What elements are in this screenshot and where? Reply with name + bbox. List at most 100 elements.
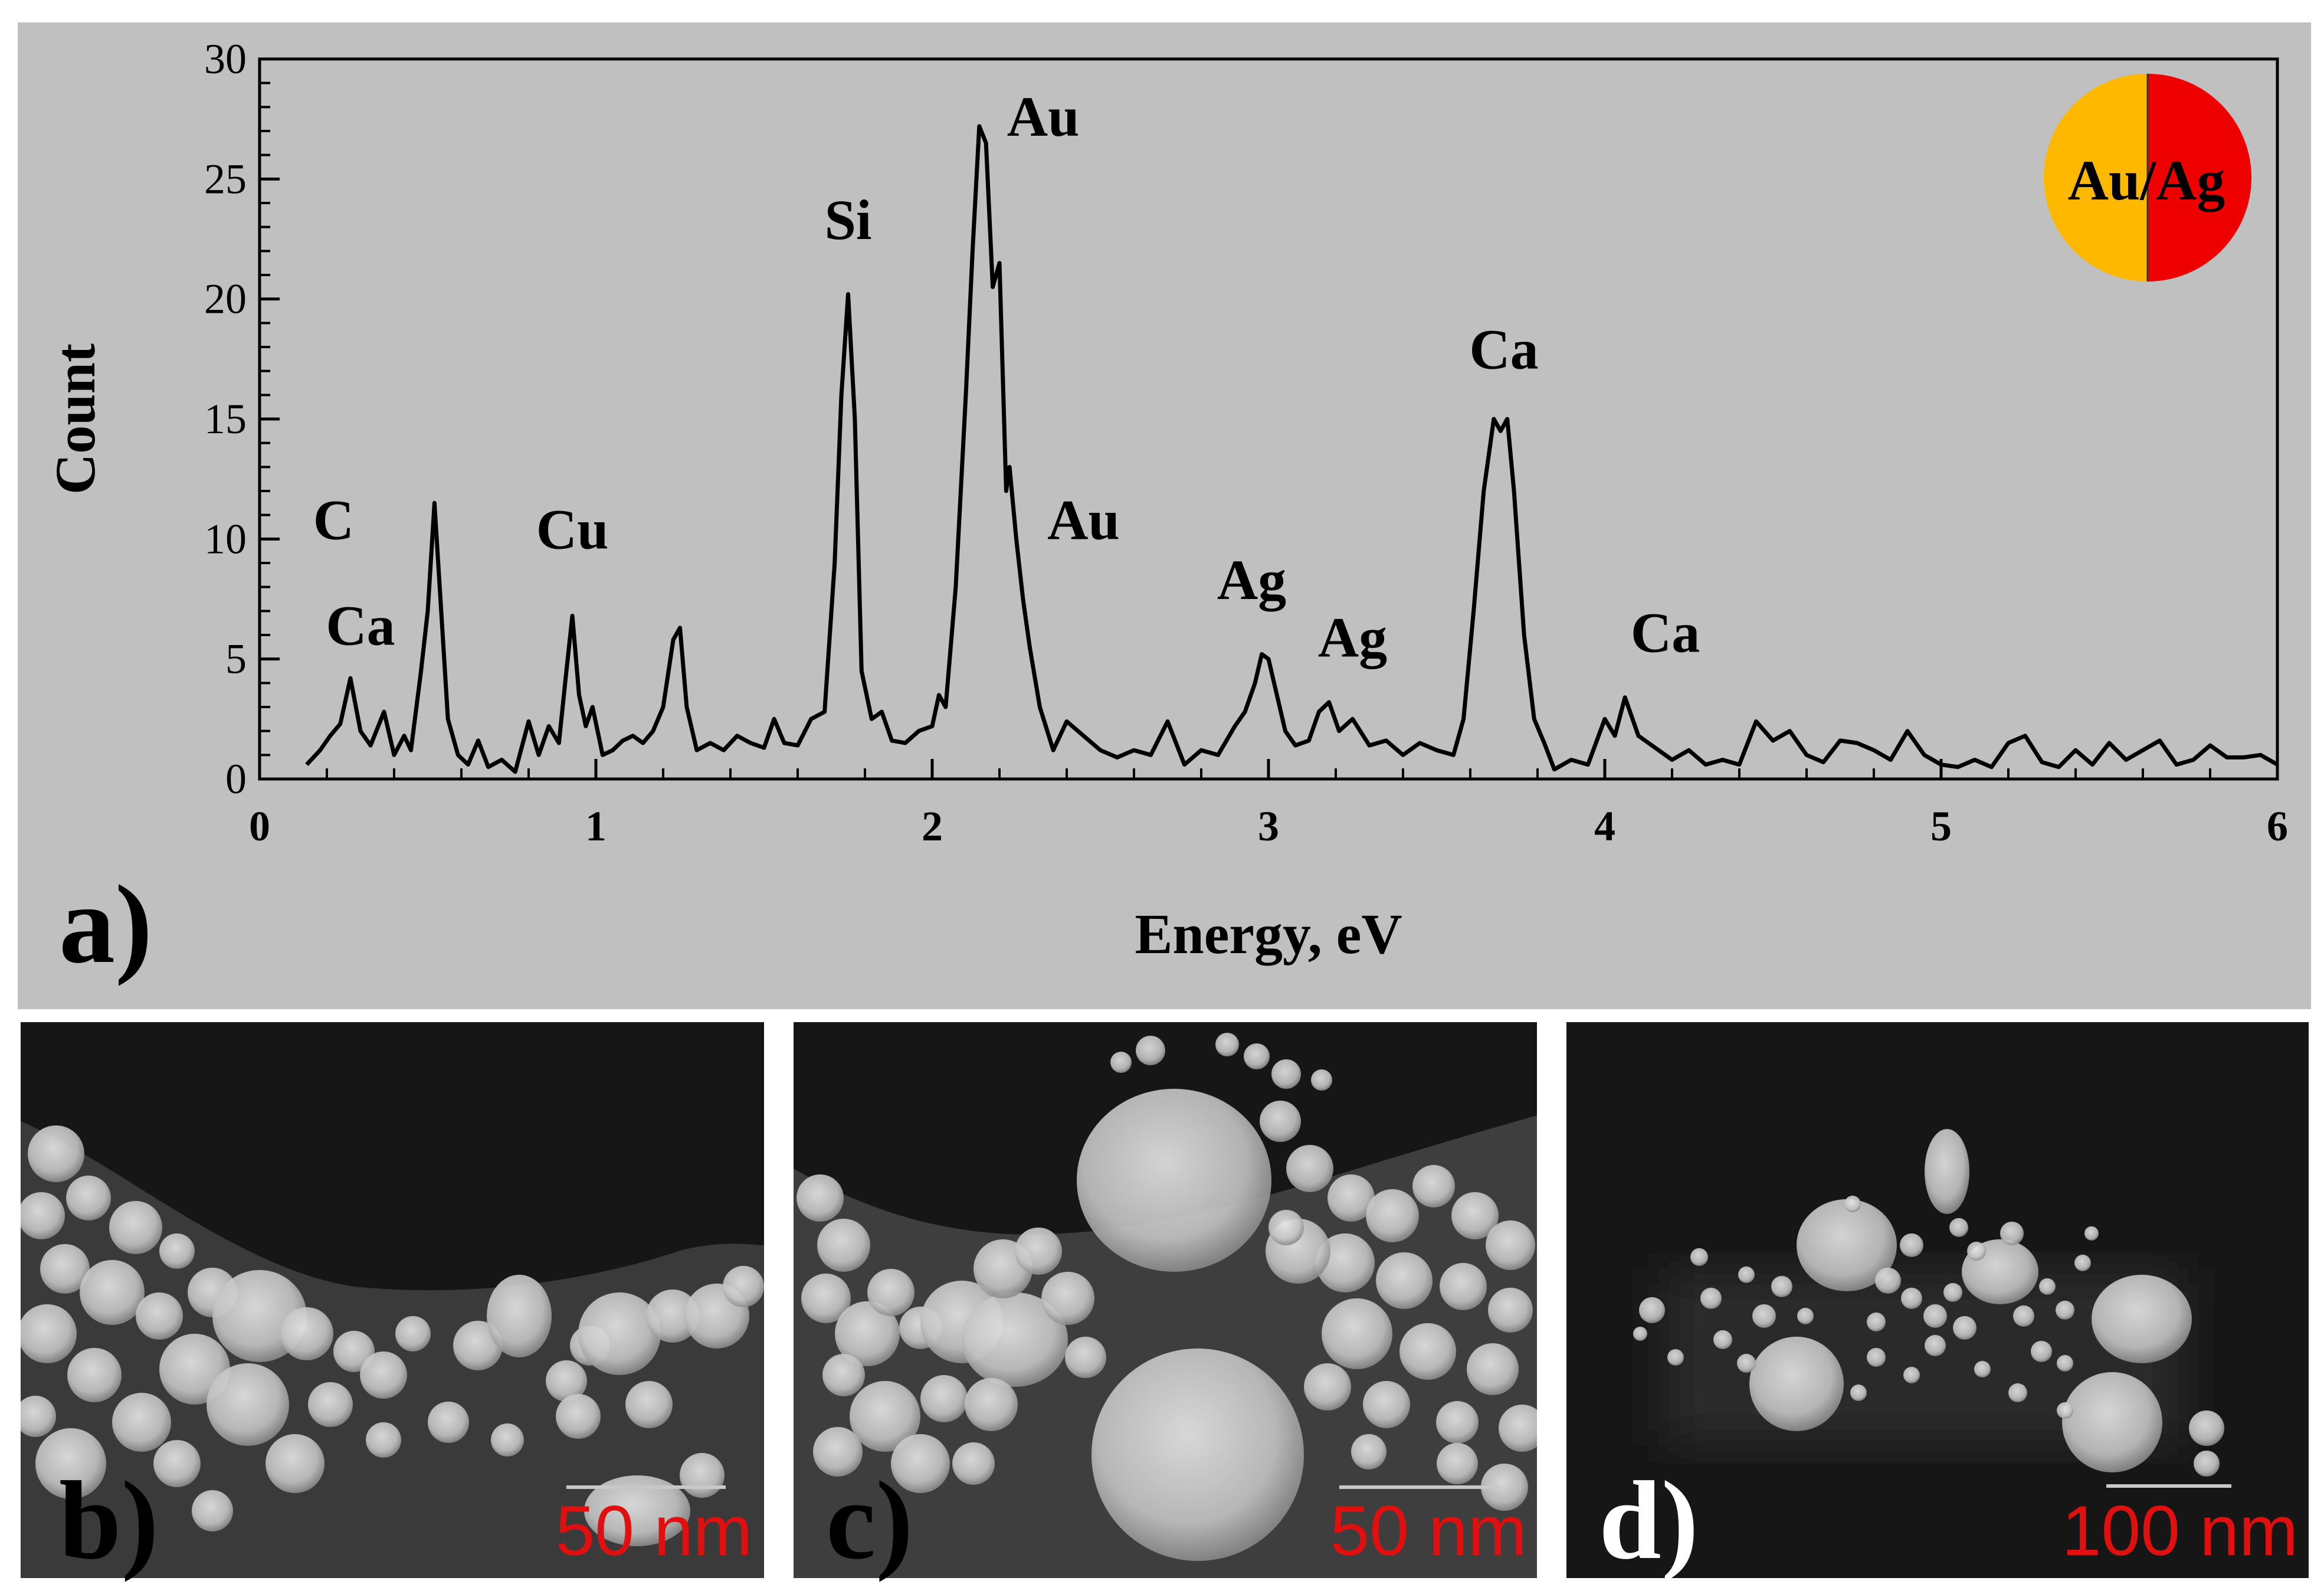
nanoparticle bbox=[646, 1289, 699, 1343]
nanoparticle bbox=[280, 1307, 333, 1360]
nanoparticle bbox=[1440, 1263, 1487, 1310]
nanoparticle bbox=[1110, 1052, 1132, 1073]
nanoparticle bbox=[491, 1423, 524, 1456]
nanoparticle bbox=[1481, 1464, 1528, 1511]
nanoparticle bbox=[1376, 1252, 1433, 1309]
nanoparticle bbox=[850, 1381, 920, 1452]
nanoparticle bbox=[1844, 1196, 1861, 1212]
nanoparticle bbox=[2074, 1255, 2091, 1271]
nanoparticle bbox=[28, 1125, 84, 1182]
scale-label-d: 100 nm bbox=[2062, 1491, 2298, 1570]
nanoparticle bbox=[1451, 1192, 1499, 1239]
y-tick-label: 20 bbox=[204, 276, 247, 323]
nanoparticle bbox=[2013, 1305, 2034, 1327]
nanoparticle bbox=[1268, 1210, 1304, 1245]
x-tick-label: 2 bbox=[922, 803, 943, 850]
panel-label-d: d) bbox=[1599, 1459, 1699, 1583]
x-tick-label: 6 bbox=[2267, 803, 2288, 850]
nanoparticle bbox=[1949, 1218, 1968, 1237]
nanoparticle bbox=[67, 1348, 122, 1402]
micrograph-b-support-film bbox=[21, 1121, 764, 1578]
nanoparticle bbox=[1875, 1268, 1901, 1294]
nanoparticle bbox=[1867, 1348, 1886, 1367]
nanoparticle bbox=[159, 1233, 195, 1269]
nanoparticle bbox=[2039, 1278, 2056, 1295]
y-tick-label: 25 bbox=[204, 155, 247, 202]
nanoparticle bbox=[1850, 1384, 1867, 1401]
nanoparticle bbox=[2056, 1301, 2074, 1320]
peak-label: Ca bbox=[1631, 601, 1700, 664]
y-tick-label: 15 bbox=[204, 395, 247, 443]
nanoparticle bbox=[2000, 1222, 2024, 1245]
panel-label-c: c) bbox=[826, 1459, 913, 1583]
nanoparticle bbox=[1467, 1343, 1519, 1395]
nanoparticle bbox=[584, 1475, 690, 1546]
nanoparticle bbox=[965, 1378, 1018, 1431]
peak-labels: C Ca Cu Si Au Au Ag Ag Ca Ca bbox=[313, 85, 1700, 669]
nanoparticle bbox=[2062, 1372, 2162, 1472]
nanoparticle bbox=[35, 1428, 106, 1499]
nanoparticle bbox=[1327, 1174, 1375, 1222]
nanoparticle bbox=[1244, 1043, 1270, 1069]
nanoparticle bbox=[1738, 1266, 1755, 1283]
particles-d bbox=[1633, 1129, 2224, 1477]
nanoparticle bbox=[2084, 1226, 2099, 1240]
nanoparticle bbox=[487, 1275, 552, 1357]
nanoparticle bbox=[1136, 1036, 1165, 1065]
nanoparticle bbox=[1901, 1288, 1922, 1309]
nanoparticle bbox=[1286, 1145, 1333, 1192]
nanoparticle bbox=[21, 1192, 65, 1239]
nanoparticle bbox=[366, 1422, 401, 1458]
nanoparticle bbox=[1488, 1288, 1533, 1333]
nanoparticle bbox=[801, 1274, 851, 1323]
nanoparticle bbox=[1041, 1272, 1094, 1325]
nanoparticle bbox=[1771, 1276, 1792, 1297]
nanoparticle bbox=[556, 1394, 601, 1439]
nanoparticle bbox=[1311, 1069, 1332, 1091]
legend-label: Au/Ag bbox=[2068, 149, 2225, 212]
panel-label-a: a) bbox=[59, 863, 152, 987]
x-tick-label: 5 bbox=[1930, 803, 1952, 850]
peak-label: Cu bbox=[536, 498, 609, 561]
micrograph-b: 50 nm b) bbox=[21, 1022, 764, 1583]
nanoparticle bbox=[153, 1440, 201, 1487]
x-tick-label: 4 bbox=[1594, 803, 1615, 850]
nanoparticle bbox=[822, 1354, 865, 1396]
nanoparticle bbox=[1925, 1129, 1969, 1214]
particles-b bbox=[21, 1125, 764, 1546]
nanoparticle bbox=[1633, 1327, 1647, 1341]
nanoparticle bbox=[395, 1316, 431, 1351]
nanoparticle bbox=[1363, 1381, 1410, 1428]
peak-label: Au bbox=[1007, 85, 1080, 148]
nanoparticle bbox=[1437, 1443, 1478, 1484]
au-ag-legend: Au/Ag bbox=[2044, 74, 2251, 282]
peak-label: Ag bbox=[1318, 606, 1387, 669]
micrograph-c: 50 nm c) bbox=[794, 1022, 1537, 1583]
nanoparticle bbox=[1900, 1233, 1923, 1257]
particles-c bbox=[796, 1033, 1537, 1561]
nanoparticle bbox=[192, 1490, 233, 1531]
peak-label: Au bbox=[1047, 488, 1120, 551]
nanoparticle bbox=[546, 1360, 587, 1402]
nanoparticle bbox=[2057, 1355, 2073, 1372]
nanoparticle bbox=[1690, 1248, 1708, 1266]
nanoparticle bbox=[265, 1434, 324, 1493]
nanoparticle bbox=[360, 1351, 407, 1399]
nanoparticle bbox=[112, 1393, 171, 1452]
nanoparticle bbox=[796, 1174, 844, 1222]
nanoparticle bbox=[1737, 1354, 1756, 1373]
nanoparticle bbox=[206, 1363, 289, 1446]
y-axis-title: Count bbox=[44, 343, 107, 495]
nanoparticle bbox=[1967, 1242, 1986, 1261]
nanoparticle bbox=[136, 1292, 183, 1340]
nanoparticle bbox=[1953, 1316, 1976, 1340]
nanoparticle bbox=[1351, 1434, 1386, 1469]
nanoparticle bbox=[1923, 1304, 1947, 1328]
nanoparticle bbox=[1943, 1283, 1962, 1302]
nanoparticle bbox=[1366, 1189, 1419, 1242]
nanoparticle bbox=[723, 1266, 764, 1307]
nanoparticle bbox=[1903, 1367, 1920, 1383]
spectrum-series bbox=[305, 124, 2279, 774]
x-tick-label: 3 bbox=[1258, 803, 1279, 850]
peak-label: Si bbox=[824, 188, 871, 251]
